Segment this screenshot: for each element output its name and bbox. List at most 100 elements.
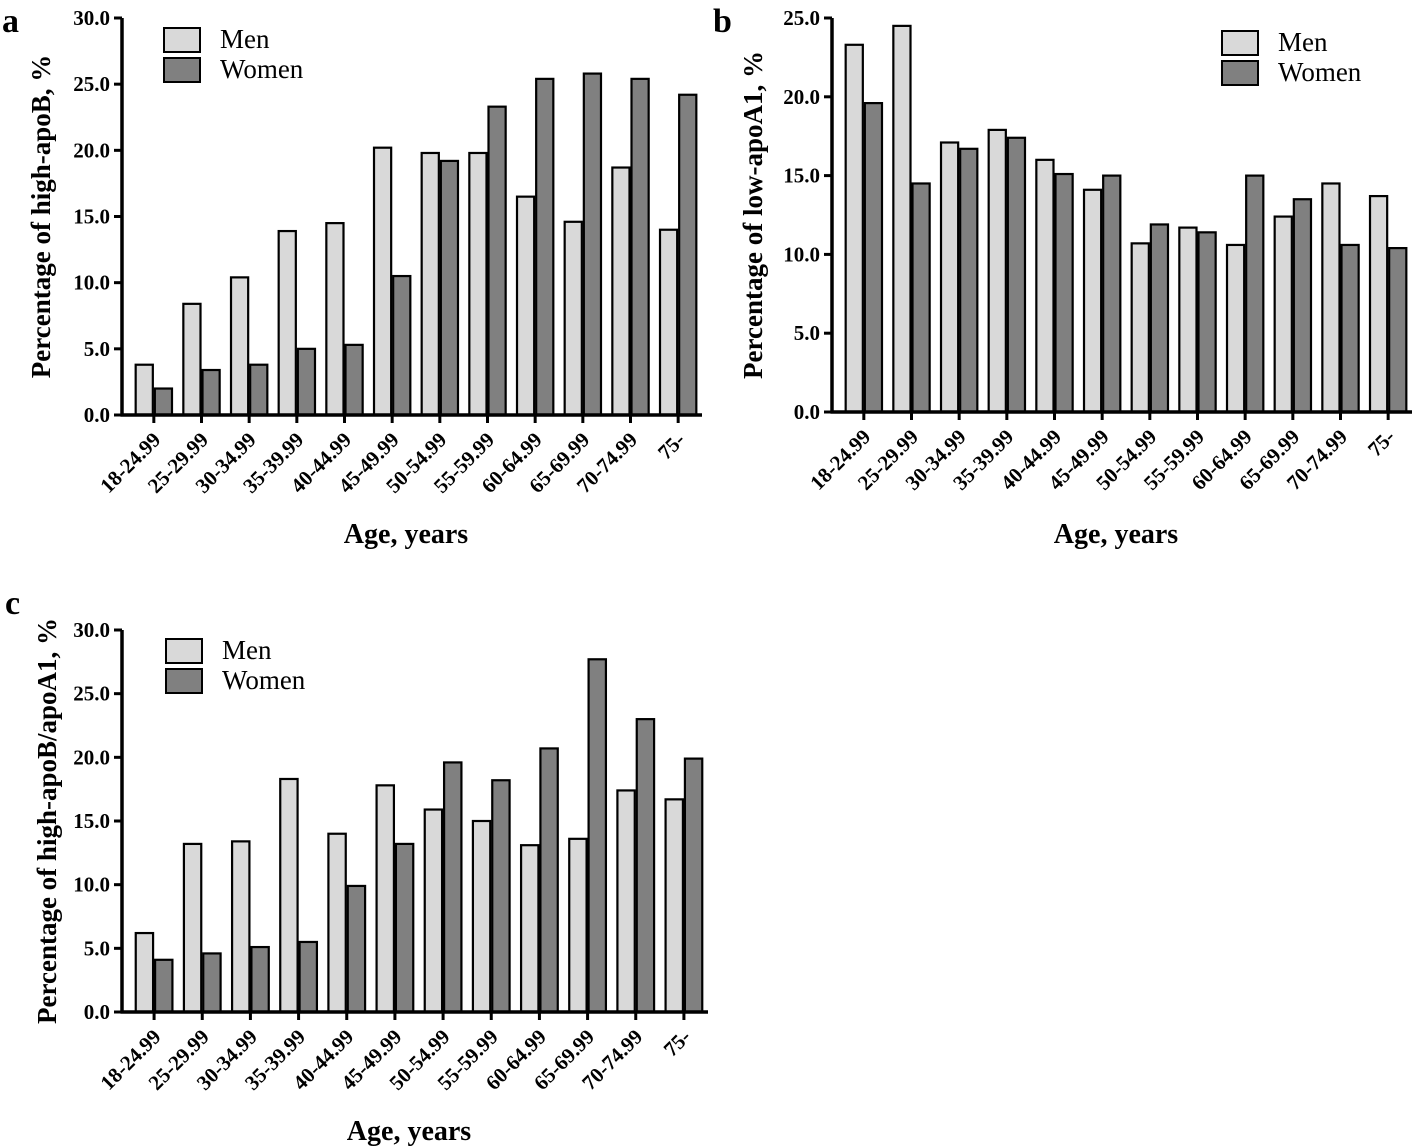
y-tick-label: 10.0 (73, 873, 110, 897)
legend-label-women: Women (1278, 57, 1362, 87)
y-axis-title: Percentage of high-apoB/apoA1, % (32, 618, 62, 1024)
bar-men-11 (658, 228, 679, 417)
x-tick-label: 75- (1363, 425, 1400, 462)
bar-men-6 (1130, 242, 1150, 414)
x-tick-label: 75- (653, 428, 690, 465)
bar-women-10 (630, 77, 650, 417)
bar-men-0 (134, 363, 154, 417)
bar-men-11 (1368, 194, 1389, 414)
bar-women-5 (394, 842, 415, 1014)
bar-men-1 (182, 302, 202, 417)
bar-men-1 (182, 842, 203, 1014)
bar-women-9 (587, 658, 608, 1014)
bar-women-8 (539, 747, 559, 1014)
bar-men-0 (844, 43, 864, 414)
bar-men-1 (892, 24, 912, 414)
y-tick-label: 15.0 (73, 809, 110, 833)
bar-women-4 (1054, 172, 1074, 414)
legend-swatch-women (1221, 60, 1259, 86)
bar-men-5 (375, 784, 396, 1014)
bar-men-10 (1321, 182, 1341, 414)
y-tick-label: 30.0 (73, 6, 110, 30)
chart-panel-c: c0.05.010.015.020.025.030.018-24.9925-29… (5, 585, 708, 1147)
y-tick-label: 30.0 (73, 618, 110, 642)
legend-label-women: Women (222, 665, 306, 695)
bar-men-9 (563, 220, 583, 417)
y-tick-label: 5.0 (84, 337, 110, 361)
bar-women-4 (344, 343, 364, 417)
bar-women-3 (1006, 136, 1027, 414)
bar-men-8 (515, 195, 536, 417)
bar-men-4 (1035, 158, 1055, 414)
bar-men-3 (987, 128, 1007, 414)
bar-women-7 (487, 105, 507, 417)
legend-label-women: Women (220, 54, 304, 84)
panel-label: a (2, 3, 19, 40)
y-tick-label: 5.0 (794, 321, 820, 345)
bar-women-6 (1149, 223, 1170, 414)
y-tick-label: 10.0 (73, 271, 110, 295)
legend-swatch-men (163, 27, 201, 53)
panel-label: c (5, 585, 20, 622)
bar-women-11 (678, 93, 698, 417)
bar-women-2 (249, 363, 269, 417)
bar-women-0 (863, 102, 884, 414)
y-tick-label: 20.0 (73, 745, 110, 769)
legend-swatch-men (165, 638, 203, 664)
chart-panel-b: b0.05.010.015.020.025.018-24.9925-29.993… (713, 3, 1412, 550)
chart-panel-a: a0.05.010.015.020.025.030.018-24.9925-29… (2, 3, 702, 550)
bar-men-9 (1273, 215, 1293, 414)
bar-women-6 (442, 761, 463, 1014)
bar-men-2 (229, 276, 250, 417)
bar-women-1 (911, 182, 931, 414)
legend-label-men: Men (220, 24, 270, 54)
bar-men-4 (327, 832, 347, 1014)
bar-women-8 (535, 77, 555, 417)
bar-women-0 (153, 387, 174, 417)
bar-women-4 (346, 884, 367, 1014)
y-tick-label: 25.0 (73, 72, 110, 96)
y-tick-label: 0.0 (84, 1000, 110, 1024)
bar-women-5 (392, 274, 412, 417)
bar-men-9 (568, 837, 588, 1014)
x-axis-title: Age, years (1054, 519, 1179, 550)
y-tick-label: 15.0 (73, 205, 110, 229)
bar-men-5 (372, 146, 393, 417)
bar-men-6 (423, 808, 444, 1014)
bar-women-2 (959, 147, 979, 414)
bar-women-11 (683, 757, 704, 1014)
x-axis-title: Age, years (347, 1116, 472, 1147)
bar-women-1 (201, 368, 221, 417)
bar-women-1 (202, 952, 222, 1014)
x-axis-title: Age, years (344, 519, 469, 550)
bar-men-10 (616, 789, 636, 1014)
y-axis-title: Percentage of low-apoA1, % (738, 51, 768, 379)
bar-women-11 (1388, 246, 1408, 414)
y-tick-label: 20.0 (73, 138, 110, 162)
bar-women-2 (250, 945, 270, 1014)
y-tick-label: 5.0 (84, 936, 110, 960)
bar-women-9 (582, 72, 603, 417)
bar-women-9 (1292, 198, 1313, 414)
y-tick-label: 25.0 (73, 682, 110, 706)
bar-women-3 (298, 940, 319, 1014)
legend-label-men: Men (222, 635, 272, 665)
bar-men-11 (664, 798, 685, 1014)
legend-swatch-women (165, 668, 203, 694)
bar-men-7 (471, 819, 492, 1014)
bar-women-10 (635, 718, 656, 1014)
bar-men-2 (939, 141, 960, 414)
bar-men-10 (611, 166, 631, 417)
bar-men-0 (134, 931, 155, 1014)
legend-swatch-women (163, 57, 201, 83)
bar-women-6 (439, 159, 460, 417)
bar-women-8 (1245, 174, 1265, 414)
bar-men-8 (519, 844, 540, 1014)
bar-women-7 (1197, 231, 1217, 414)
panel-label: b (713, 3, 732, 40)
bar-men-2 (230, 840, 251, 1014)
bar-men-4 (325, 222, 345, 417)
